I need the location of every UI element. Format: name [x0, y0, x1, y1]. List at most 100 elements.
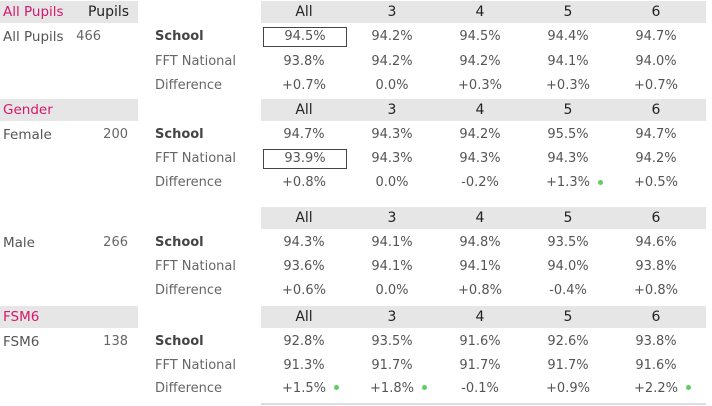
- significance-dot-icon: [598, 180, 603, 185]
- value-cell[interactable]: -0.1%: [461, 381, 499, 396]
- value-cell[interactable]: +0.3%: [458, 78, 502, 93]
- value-cell[interactable]: 95.5%: [547, 127, 589, 142]
- value-cell[interactable]: 91.6%: [459, 334, 501, 349]
- column-header-3[interactable]: 3: [387, 210, 397, 226]
- value-cell[interactable]: 94.2%: [459, 54, 501, 69]
- value-cell[interactable]: 92.8%: [283, 334, 325, 349]
- header-band-right: [261, 207, 706, 229]
- value-cell[interactable]: 94.5%: [459, 29, 501, 44]
- table-bottom-border: [261, 403, 706, 405]
- value-cell[interactable]: 94.1%: [371, 259, 413, 274]
- metric-label-national: FFT National: [155, 358, 236, 373]
- value-cell[interactable]: 0.0%: [375, 283, 409, 298]
- value-cell[interactable]: 91.7%: [371, 358, 413, 373]
- column-header-row: FSM6 All 3 4 5 6: [0, 305, 712, 329]
- metric-label-difference: Difference: [155, 283, 223, 298]
- value-cell[interactable]: 93.6%: [283, 259, 325, 274]
- value-cell-selected[interactable]: 94.5%: [263, 27, 347, 47]
- value-cell[interactable]: 94.8%: [459, 235, 501, 250]
- value-cell[interactable]: 94.3%: [459, 151, 501, 166]
- group-label: FSM6: [3, 334, 40, 350]
- column-header-6[interactable]: 6: [651, 210, 661, 226]
- value-cell[interactable]: +1.8%: [370, 381, 414, 396]
- value-cell[interactable]: 91.7%: [459, 358, 501, 373]
- pupils-column-header: Pupils: [88, 4, 130, 20]
- value-cell[interactable]: +0.3%: [546, 78, 590, 93]
- value-cell[interactable]: 94.3%: [371, 127, 413, 142]
- value-cell[interactable]: 92.6%: [547, 334, 589, 349]
- column-header-3[interactable]: 3: [387, 309, 397, 325]
- value-cell[interactable]: +0.7%: [634, 78, 678, 93]
- column-header-5[interactable]: 5: [563, 4, 573, 20]
- value-cell[interactable]: 93.5%: [371, 334, 413, 349]
- value-cell[interactable]: 94.2%: [459, 127, 501, 142]
- value-cell[interactable]: 94.0%: [547, 259, 589, 274]
- value-cell[interactable]: 94.2%: [371, 29, 413, 44]
- value-cell[interactable]: 94.7%: [635, 29, 677, 44]
- column-header-4[interactable]: 4: [475, 309, 485, 325]
- value-cell[interactable]: 94.7%: [635, 127, 677, 142]
- table-row: Female 200 School 94.7% 94.3% 94.2% 95.5…: [0, 123, 712, 147]
- table-row: FFT National 91.3% 91.7% 91.7% 91.7% 91.…: [0, 354, 712, 378]
- value-cell[interactable]: 94.2%: [635, 151, 677, 166]
- value-cell[interactable]: 0.0%: [375, 78, 409, 93]
- column-header-4[interactable]: 4: [475, 210, 485, 226]
- metric-label-difference: Difference: [155, 78, 223, 93]
- value-cell[interactable]: +0.8%: [458, 283, 502, 298]
- column-header-row: Gender All 3 4 5 6: [0, 98, 712, 122]
- column-header-6[interactable]: 6: [651, 309, 661, 325]
- column-header-3[interactable]: 3: [387, 4, 397, 20]
- pupil-count: 266: [103, 235, 128, 250]
- value-cell[interactable]: 93.5%: [547, 235, 589, 250]
- table-row: Difference +0.8% 0.0% -0.2% +1.3% +0.5%: [0, 171, 712, 195]
- value-cell[interactable]: +0.6%: [282, 283, 326, 298]
- column-header-all[interactable]: All: [295, 309, 313, 325]
- value-cell[interactable]: 91.3%: [283, 358, 325, 373]
- value-cell[interactable]: 94.2%: [371, 54, 413, 69]
- significance-dot-icon: [334, 385, 339, 390]
- column-header-5[interactable]: 5: [563, 210, 573, 226]
- column-header-all[interactable]: All: [295, 210, 313, 226]
- value-cell[interactable]: +0.5%: [634, 175, 678, 190]
- column-header-4[interactable]: 4: [475, 4, 485, 20]
- value-cell[interactable]: 94.1%: [459, 259, 501, 274]
- value-cell[interactable]: 94.1%: [547, 54, 589, 69]
- value-cell[interactable]: 94.4%: [547, 29, 589, 44]
- column-header-5[interactable]: 5: [563, 309, 573, 325]
- column-header-all[interactable]: All: [295, 102, 313, 118]
- value-cell[interactable]: 94.3%: [547, 151, 589, 166]
- metric-label-difference: Difference: [155, 381, 223, 396]
- column-header-3[interactable]: 3: [387, 102, 397, 118]
- value-cell[interactable]: +0.8%: [282, 175, 326, 190]
- column-header-6[interactable]: 6: [651, 102, 661, 118]
- value-cell[interactable]: +1.5%: [282, 381, 326, 396]
- value-cell[interactable]: 93.8%: [283, 54, 325, 69]
- value-cell[interactable]: +2.2%: [634, 381, 678, 396]
- value-cell[interactable]: 93.8%: [635, 259, 677, 274]
- value-cell[interactable]: +0.8%: [634, 283, 678, 298]
- value-cell[interactable]: 94.7%: [283, 127, 325, 142]
- column-header-all[interactable]: All: [295, 4, 313, 20]
- column-header-5[interactable]: 5: [563, 102, 573, 118]
- value-cell[interactable]: 94.0%: [635, 54, 677, 69]
- table-row: Difference +0.7% 0.0% +0.3% +0.3% +0.7%: [0, 74, 712, 98]
- column-header-row: All 3 4 5 6: [0, 206, 712, 230]
- value-cell-selected[interactable]: 93.9%: [263, 149, 347, 169]
- value-cell[interactable]: 94.1%: [371, 235, 413, 250]
- pupil-count: 200: [103, 127, 128, 142]
- value-cell[interactable]: 91.6%: [635, 358, 677, 373]
- value-cell[interactable]: 91.7%: [547, 358, 589, 373]
- value-cell[interactable]: 94.6%: [635, 235, 677, 250]
- value-cell[interactable]: 93.8%: [635, 334, 677, 349]
- value-cell[interactable]: +0.9%: [546, 381, 590, 396]
- value-cell[interactable]: -0.2%: [461, 175, 499, 190]
- value-cell[interactable]: 0.0%: [375, 175, 409, 190]
- column-header-4[interactable]: 4: [475, 102, 485, 118]
- value-cell[interactable]: +0.7%: [282, 78, 326, 93]
- table-row: FFT National 93.6% 94.1% 94.1% 94.0% 93.…: [0, 255, 712, 279]
- value-cell[interactable]: +1.3%: [546, 175, 590, 190]
- value-cell[interactable]: 94.3%: [283, 235, 325, 250]
- column-header-6[interactable]: 6: [651, 4, 661, 20]
- value-cell[interactable]: 94.3%: [371, 151, 413, 166]
- value-cell[interactable]: -0.4%: [549, 283, 587, 298]
